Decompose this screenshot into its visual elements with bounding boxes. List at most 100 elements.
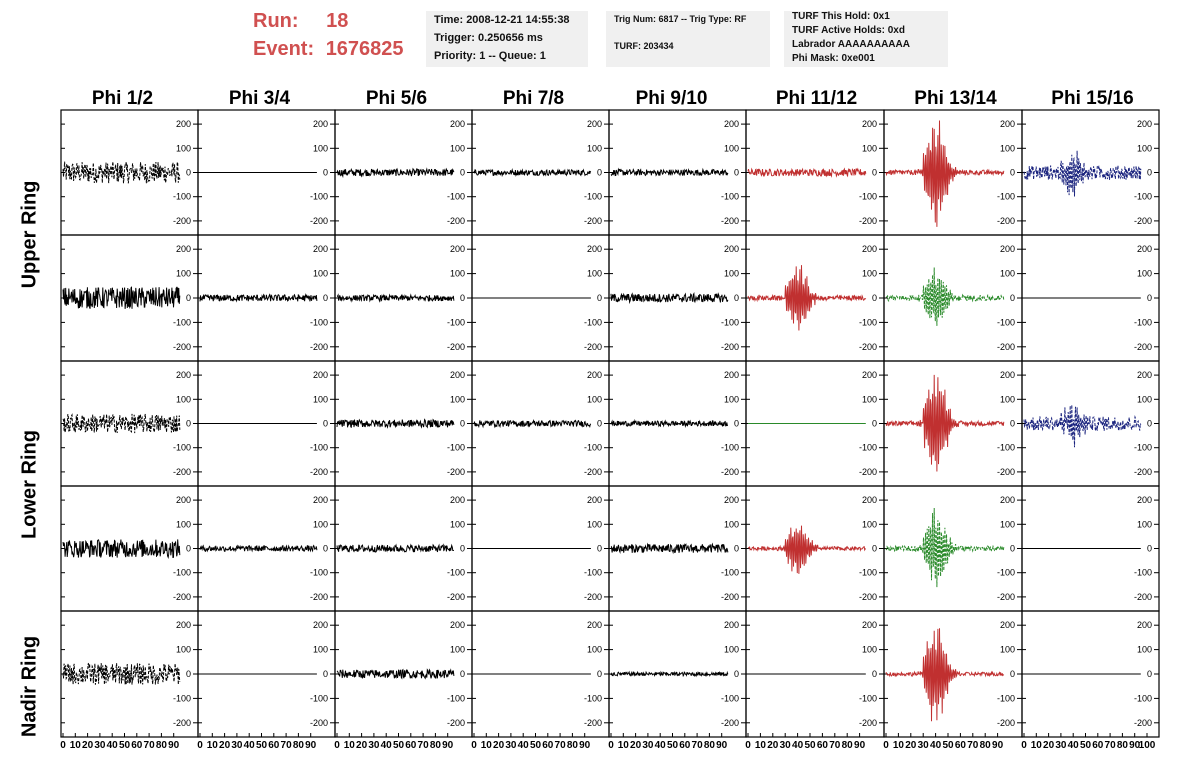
waveform-trace [62,160,181,184]
y-tick-label: -100 [173,192,191,202]
waveform-trace [336,418,455,429]
x-tick-label: 70 [967,740,979,751]
y-tick-label: -100 [310,443,328,453]
y-tick-label: 200 [862,495,877,505]
x-tick-label: 80 [704,740,716,751]
y-tick-label: -100 [859,192,877,202]
x-tick-label: 70 [281,740,293,751]
x-tick-label: 0 [608,740,614,751]
y-tick-label: 0 [597,544,602,554]
y-tick-label: -100 [447,693,465,703]
column-title-phi-11-12: Phi 11/12 [775,88,858,109]
y-tick-label: -200 [721,216,739,226]
waveform-trace [610,670,729,678]
y-tick-label: 100 [862,519,877,529]
x-tick-label: 80 [430,740,442,751]
x-tick-label: 80 [156,740,168,751]
y-tick-label: -200 [173,718,191,728]
y-tick-label: 100 [587,143,602,153]
y-tick-label: 0 [1010,293,1015,303]
x-tick-label: 80 [842,740,854,751]
y-tick-label: 0 [872,419,877,429]
y-tick-label: 0 [872,544,877,554]
event-label: Event: 1676825 [253,38,404,61]
y-tick-label: 100 [862,269,877,279]
y-tick-label: 0 [460,669,465,679]
waveform-trace [62,413,181,435]
run-label-text: Run: [253,10,299,32]
y-tick-label: 100 [1137,143,1152,153]
x-tick-label: 90 [442,740,454,751]
y-tick-label: 200 [1000,495,1015,505]
y-tick-label: -200 [447,467,465,477]
y-tick-label: -200 [584,216,602,226]
turf-hold-line: TURF This Hold: 0x1 [792,11,890,22]
y-tick-label: -100 [721,192,739,202]
waveform-trace [336,167,455,179]
y-tick-label: -100 [584,317,602,327]
x-tick-label: 10 [755,740,767,751]
x-tick-label: 40 [381,740,393,751]
y-tick-label: 100 [176,269,191,279]
y-tick-label: 100 [587,645,602,655]
y-tick-label: -200 [1134,342,1152,352]
y-tick-label: 100 [450,394,465,404]
y-tick-label: -100 [173,317,191,327]
y-tick-label: -100 [859,693,877,703]
y-tick-label: 200 [724,244,739,254]
y-tick-label: 0 [1010,419,1015,429]
y-tick-label: 100 [724,269,739,279]
y-tick-label: -200 [1134,592,1152,602]
y-tick-label: 100 [1137,394,1152,404]
y-tick-label: -200 [173,342,191,352]
y-tick-label: 100 [1137,269,1152,279]
y-tick-label: 200 [313,620,328,630]
column-title-phi-13-14: Phi 13/14 [914,88,997,109]
y-tick-label: 200 [1000,370,1015,380]
x-tick-label: 0 [334,740,340,751]
time-info-box: Time: 2008-12-21 14:55:38 Trigger: 0.250… [426,11,588,67]
waveform-trace [748,525,866,574]
y-tick-label: 200 [450,620,465,630]
column-title-phi-7-8: Phi 7/8 [502,88,565,109]
x-tick-label: 0 [883,740,889,751]
waveform-trace [62,539,181,559]
y-tick-label: -200 [1134,216,1152,226]
y-tick-label: 0 [323,293,328,303]
x-tick-label: 60 [268,740,280,751]
y-tick-label: 100 [587,394,602,404]
column-title-phi-3-4: Phi 3/4 [228,88,291,109]
y-tick-label: 200 [724,620,739,630]
y-tick-label: -100 [859,317,877,327]
y-tick-label: 200 [1137,244,1152,254]
x-tick-label: 90 [854,740,866,751]
y-tick-label: 200 [724,119,739,129]
y-tick-label: 0 [460,544,465,554]
y-tick-label: 100 [313,519,328,529]
y-tick-label: 200 [1137,495,1152,505]
y-tick-label: 0 [734,293,739,303]
y-tick-label: 100 [1000,394,1015,404]
y-tick-label: 200 [862,244,877,254]
y-tick-label: 200 [1000,244,1015,254]
y-tick-label: 200 [313,119,328,129]
y-tick-label: 0 [323,168,328,178]
y-tick-label: 200 [176,244,191,254]
column-title-phi-1-2: Phi 1/2 [91,88,154,109]
y-tick-label: 200 [724,370,739,380]
x-tick-label: 50 [942,740,954,751]
y-tick-label: -100 [584,443,602,453]
x-tick-label: 80 [1117,740,1129,751]
y-tick-label: -100 [1134,192,1152,202]
y-tick-label: -200 [584,467,602,477]
waveform-trace [199,544,318,553]
x-tick-label: 40 [107,740,119,751]
y-tick-label: -200 [310,718,328,728]
turf-line: TURF: 203434 [614,41,674,51]
trig-num-line: Trig Num: 6817 -- Trig Type: RF [614,14,747,24]
x-tick-label: 10 [70,740,82,751]
y-tick-label: -200 [173,592,191,602]
y-tick-label: 0 [597,293,602,303]
waveform-trace [747,167,867,178]
x-tick-label: 40 [930,740,942,751]
